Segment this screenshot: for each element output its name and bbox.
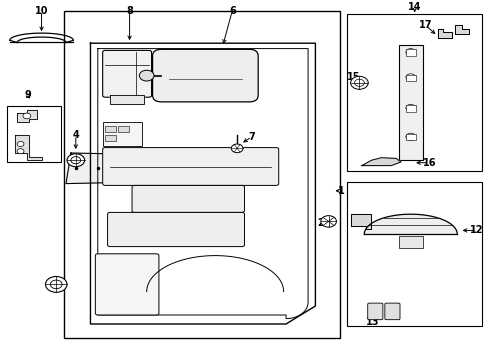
Polygon shape [398, 45, 422, 160]
Text: 1: 1 [337, 186, 344, 196]
Text: 10: 10 [35, 6, 48, 16]
Circle shape [405, 104, 415, 112]
Circle shape [67, 154, 84, 167]
Polygon shape [66, 153, 244, 184]
Text: 7: 7 [248, 132, 255, 142]
Text: 13: 13 [365, 317, 379, 327]
Circle shape [405, 133, 415, 140]
Bar [405, 75, 415, 81]
FancyBboxPatch shape [102, 50, 151, 97]
Text: 8: 8 [126, 6, 133, 16]
Bar [405, 134, 415, 140]
Bar [405, 105, 415, 112]
FancyBboxPatch shape [152, 49, 258, 102]
Polygon shape [110, 95, 144, 104]
Text: 17: 17 [418, 20, 431, 30]
Polygon shape [15, 135, 41, 160]
Bar [63, 11, 339, 338]
Circle shape [405, 74, 415, 81]
Circle shape [23, 113, 31, 119]
Bar [118, 126, 129, 132]
Bar [346, 182, 481, 326]
Text: 2: 2 [316, 218, 323, 228]
FancyBboxPatch shape [107, 212, 244, 247]
Polygon shape [350, 214, 370, 229]
Text: 5: 5 [126, 130, 133, 140]
Bar [105, 135, 116, 141]
Bar [346, 14, 481, 171]
Polygon shape [17, 110, 37, 122]
Text: 9: 9 [24, 90, 31, 100]
Circle shape [50, 280, 62, 289]
Circle shape [354, 79, 364, 86]
Circle shape [17, 149, 24, 154]
Circle shape [17, 141, 24, 147]
Polygon shape [437, 29, 451, 38]
Circle shape [45, 276, 67, 292]
Text: 15: 15 [346, 72, 360, 82]
Circle shape [71, 157, 81, 164]
Circle shape [231, 144, 243, 153]
FancyBboxPatch shape [95, 254, 159, 315]
Circle shape [405, 49, 415, 56]
Circle shape [139, 70, 154, 81]
Circle shape [320, 216, 336, 227]
Text: 14: 14 [407, 2, 421, 12]
Circle shape [350, 76, 367, 89]
FancyBboxPatch shape [384, 303, 399, 320]
Bar [102, 122, 142, 146]
Bar [405, 49, 415, 56]
Polygon shape [361, 158, 400, 166]
Polygon shape [364, 214, 456, 234]
Bar [105, 126, 116, 132]
Text: 16: 16 [422, 158, 435, 168]
Text: 12: 12 [469, 225, 483, 235]
Bar [398, 236, 422, 248]
Polygon shape [454, 25, 468, 34]
FancyBboxPatch shape [132, 185, 244, 212]
Text: 3: 3 [53, 283, 60, 293]
Text: 11: 11 [423, 218, 436, 228]
Bar [7, 106, 61, 162]
FancyBboxPatch shape [367, 303, 382, 320]
FancyBboxPatch shape [102, 148, 278, 185]
Text: 4: 4 [72, 130, 79, 140]
Text: 6: 6 [228, 6, 235, 16]
